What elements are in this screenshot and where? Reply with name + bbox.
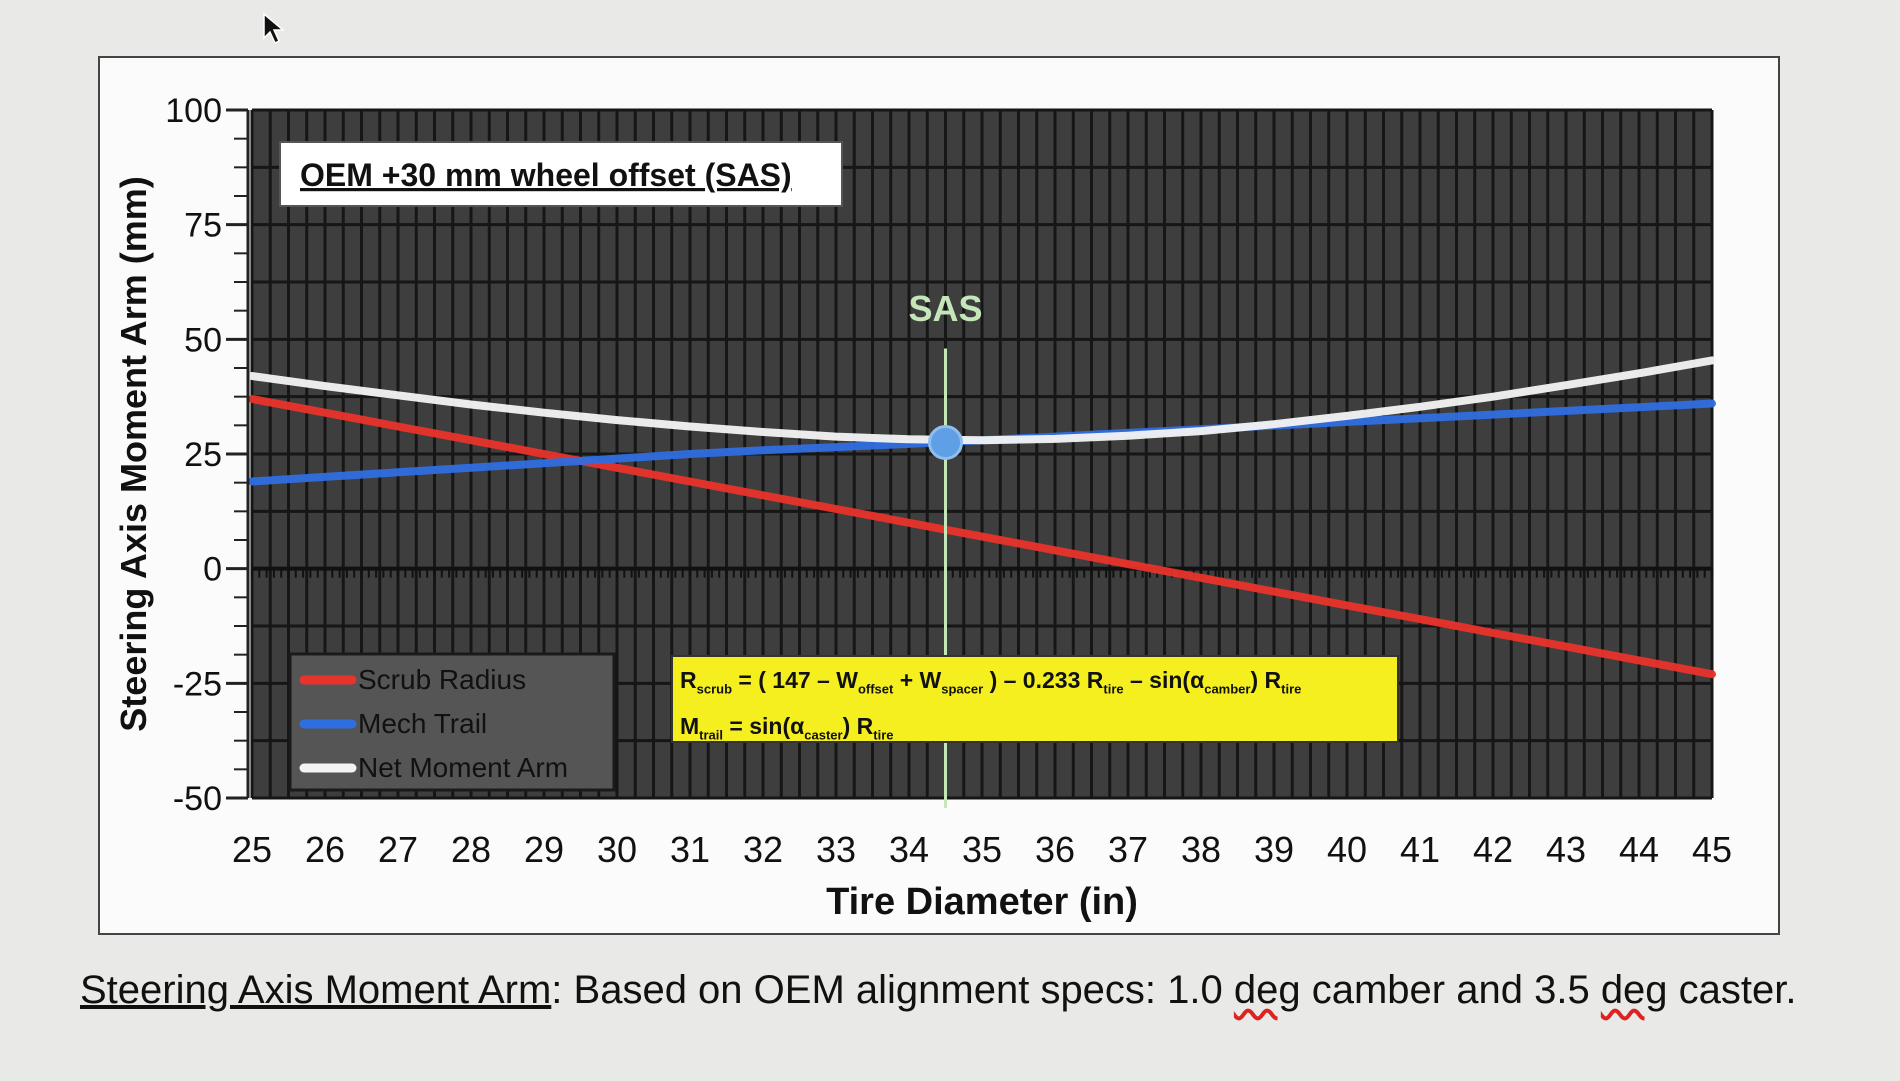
x-tick-label: 34 bbox=[889, 829, 929, 870]
x-tick-label: 36 bbox=[1035, 829, 1075, 870]
legend-label: Scrub Radius bbox=[358, 664, 526, 695]
y-tick-label: 75 bbox=[184, 207, 222, 245]
x-tick-label: 26 bbox=[305, 829, 345, 870]
caption-deg-1: deg bbox=[1233, 968, 1301, 1012]
caption-deg-2: deg bbox=[1600, 968, 1668, 1012]
formula-line-1: Rscrub = ( 147 – Woffset + Wspacer ) – 0… bbox=[680, 667, 1302, 697]
x-tick-label: 44 bbox=[1619, 829, 1659, 870]
mouse-cursor-icon bbox=[263, 12, 286, 45]
x-tick-label: 30 bbox=[597, 829, 637, 870]
y-tick-label: 50 bbox=[184, 321, 222, 359]
figure-caption: Steering Axis Moment Arm: Based on OEM a… bbox=[80, 968, 1797, 1013]
chart-frame: OEM +30 mm wheel offset (SAS) SAS Rscrub … bbox=[98, 56, 1780, 935]
x-tick-label: 41 bbox=[1400, 829, 1440, 870]
chart-title: OEM +30 mm wheel offset (SAS) bbox=[300, 157, 792, 193]
formula-content: Rscrub = ( 147 – Woffset + Wspacer ) – 0… bbox=[680, 658, 1392, 740]
x-tick-label: 40 bbox=[1327, 829, 1367, 870]
x-tick-label: 25 bbox=[232, 829, 272, 870]
y-tick-label: 25 bbox=[184, 436, 222, 474]
caption-text-c: caster. bbox=[1667, 968, 1797, 1012]
chart: OEM +30 mm wheel offset (SAS) SAS Rscrub … bbox=[113, 92, 1732, 923]
x-tick-label: 27 bbox=[378, 829, 418, 870]
sas-label: SAS bbox=[908, 288, 982, 329]
caption-text-b: camber and 3.5 bbox=[1300, 968, 1601, 1012]
x-tick-label: 35 bbox=[962, 829, 1002, 870]
x-tick-label: 31 bbox=[670, 829, 710, 870]
x-tick-label: 42 bbox=[1473, 829, 1513, 870]
x-tick-label: 37 bbox=[1108, 829, 1148, 870]
x-tick-label: 28 bbox=[451, 829, 491, 870]
formula-line-2: Mtrail = sin(αcaster) Rtire bbox=[680, 712, 894, 740]
legend-label: Mech Trail bbox=[358, 708, 487, 739]
x-tick-label: 43 bbox=[1546, 829, 1586, 870]
series-line-net-moment-arm bbox=[248, 356, 1716, 445]
y-tick-label: 0 bbox=[203, 551, 222, 589]
caption-text-a: : Based on OEM alignment specs: 1.0 bbox=[551, 968, 1234, 1012]
formula-text: Rscrub = ( 147 – Woffset + Wspacer ) – 0… bbox=[680, 658, 1392, 740]
sas-point bbox=[928, 425, 963, 461]
series-line-scrub-radius bbox=[248, 395, 1716, 679]
y-axis-label: Steering Axis Moment Arm (mm) bbox=[113, 176, 154, 731]
x-axis-label: Tire Diameter (in) bbox=[826, 881, 1138, 923]
x-tick-label: 33 bbox=[816, 829, 856, 870]
x-tick-label: 29 bbox=[524, 829, 564, 870]
y-tick-label: -50 bbox=[173, 780, 222, 818]
x-tick-label: 45 bbox=[1692, 829, 1732, 870]
y-tick-label: 100 bbox=[165, 92, 222, 130]
y-tick-label: -25 bbox=[173, 665, 222, 703]
x-tick-label: 38 bbox=[1181, 829, 1221, 870]
x-tick-label: 39 bbox=[1254, 829, 1294, 870]
caption-lead: Steering Axis Moment Arm bbox=[80, 968, 552, 1012]
legend-label: Net Moment Arm bbox=[358, 752, 568, 783]
chart-title-box bbox=[279, 141, 843, 207]
formula-box bbox=[671, 655, 1399, 743]
x-tick-label: 32 bbox=[743, 829, 783, 870]
